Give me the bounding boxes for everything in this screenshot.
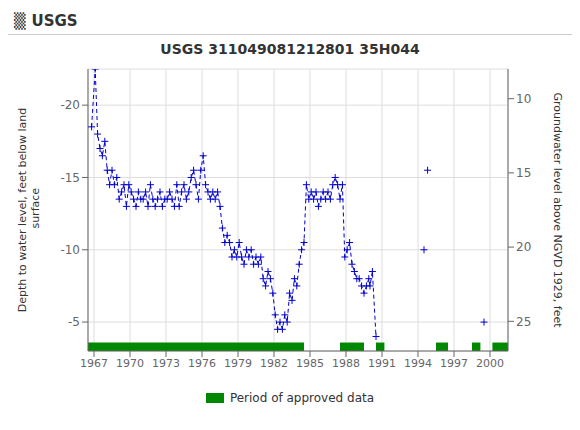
svg-text:20: 20 xyxy=(516,240,531,254)
html-text:▒ USGS: ▒ USGS xyxy=(14,12,78,30)
svg-text:1997: 1997 xyxy=(440,357,468,370)
svg-text:Groundwater level above NGVD 1: Groundwater level above NGVD 1929, feet xyxy=(551,92,564,328)
svg-text:1991: 1991 xyxy=(368,357,396,370)
svg-text:1976: 1976 xyxy=(188,357,216,370)
svg-text:10: 10 xyxy=(516,92,531,106)
html-text:Period of approved data: Period of approved data xyxy=(229,391,375,405)
svg-text:15: 15 xyxy=(516,166,531,180)
svg-text:-10: -10 xyxy=(60,243,80,257)
svg-text:1985: 1985 xyxy=(296,357,324,370)
html-text:USGS 311049081212801 35H044: USGS 311049081212801 35H044 xyxy=(160,41,420,57)
svg-text:25: 25 xyxy=(516,315,531,329)
svg-text:1967: 1967 xyxy=(80,357,108,370)
svg-text:-15: -15 xyxy=(60,171,80,185)
svg-text:1979: 1979 xyxy=(224,357,252,370)
svg-text:-5: -5 xyxy=(68,315,80,329)
svg-text:1973: 1973 xyxy=(152,357,180,370)
svg-text:Depth to water level, feet bel: Depth to water level, feet below land su… xyxy=(16,108,42,313)
svg-text:1982: 1982 xyxy=(260,357,288,370)
svg-text:1994: 1994 xyxy=(404,357,432,370)
svg-text:1988: 1988 xyxy=(332,357,360,370)
svg-text:-20: -20 xyxy=(60,98,80,112)
svg-text:2000: 2000 xyxy=(476,357,504,370)
svg-text:1970: 1970 xyxy=(116,357,144,370)
